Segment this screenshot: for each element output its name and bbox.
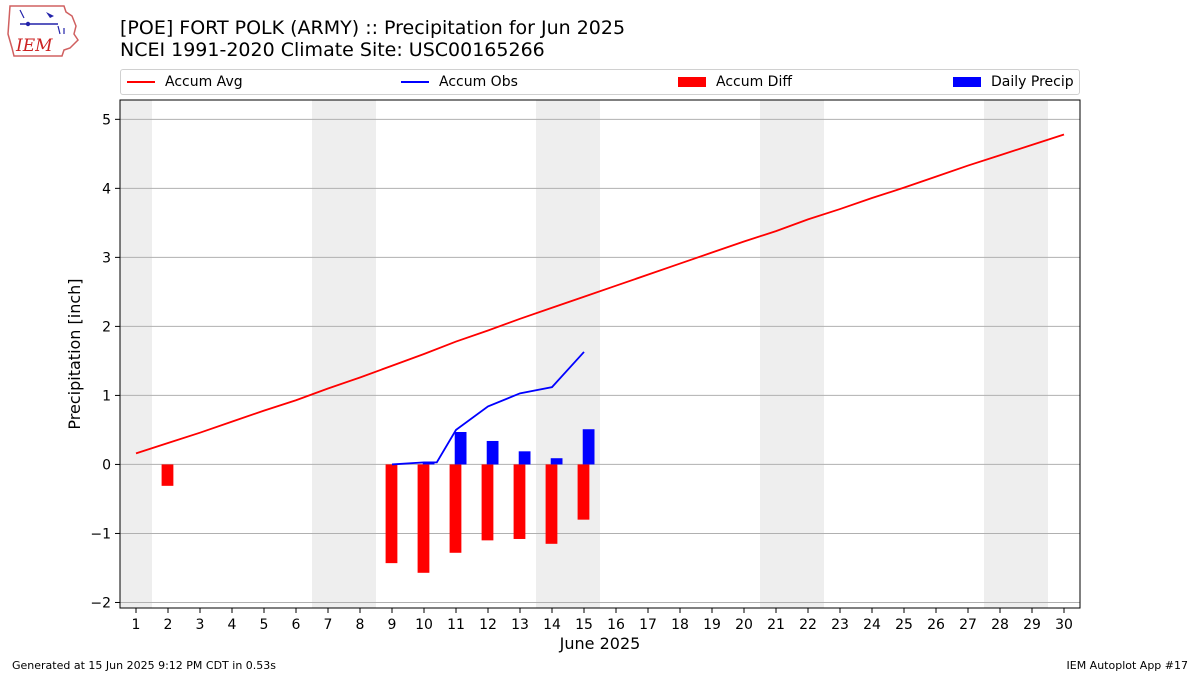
x-tick-label: 9	[388, 617, 397, 633]
legend-label: Accum Avg	[165, 74, 243, 90]
x-tick-label: 2	[164, 617, 173, 633]
accum-diff-bar	[417, 464, 430, 573]
accum-diff-bar	[513, 464, 526, 539]
accum-obs-line	[391, 351, 585, 466]
weekend-band	[984, 100, 1048, 608]
app-credit: IEM Autoplot App #17	[1066, 659, 1189, 672]
x-tick-label: 16	[607, 617, 625, 633]
y-tick-label: 3	[102, 250, 111, 266]
x-tick-label: 19	[703, 617, 721, 633]
x-tick-label: 14	[543, 617, 561, 633]
accum-diff-bar	[449, 464, 462, 553]
legend-label: Accum Diff	[716, 74, 793, 90]
x-tick-label: 12	[479, 617, 497, 633]
legend-item-accum-diff: Accum Diff	[678, 70, 792, 94]
iem-logo: IEM	[7, 5, 79, 57]
accum-diff-bar	[545, 464, 558, 544]
x-tick-label: 4	[228, 617, 237, 633]
legend-item-accum-avg: Accum Avg	[127, 70, 243, 94]
y-tick-label: 4	[102, 181, 111, 197]
x-tick-label: 18	[671, 617, 689, 633]
daily-precip-bar	[422, 462, 435, 465]
y-tick-label: 1	[102, 388, 111, 404]
y-tick-label: 0	[102, 457, 111, 473]
x-tick-label: 20	[735, 617, 753, 633]
x-tick-label: 3	[196, 617, 205, 633]
accum-diff-bar	[161, 464, 174, 486]
daily-precip-bar	[518, 451, 531, 465]
x-tick-label: 13	[511, 617, 529, 633]
x-tick-label: 25	[895, 617, 913, 633]
x-axis-label: June 2025	[559, 634, 641, 653]
y-tick-label: −2	[90, 595, 111, 611]
chart-title: [POE] FORT POLK (ARMY) :: Precipitation …	[120, 17, 626, 39]
x-tick-label: 7	[324, 617, 333, 633]
plot-frame	[119, 99, 1081, 609]
x-tick-label: 23	[831, 617, 849, 633]
chart-legend: Accum Avg Accum Obs Accum Diff Daily Pre…	[120, 69, 1080, 95]
x-tick-label: 28	[991, 617, 1009, 633]
legend-item-accum-obs: Accum Obs	[401, 70, 518, 94]
legend-label: Accum Obs	[439, 74, 518, 90]
chart-subtitle: NCEI 1991-2020 Climate Site: USC00165266	[120, 39, 545, 61]
accum-avg-line	[135, 133, 1065, 455]
weekend-band	[312, 100, 376, 608]
legend-item-daily-precip: Daily Precip	[953, 70, 1074, 94]
x-tick-label: 1	[132, 617, 141, 633]
x-tick-label: 15	[575, 617, 593, 633]
x-tick-label: 10	[415, 617, 433, 633]
daily-precip-bar	[582, 429, 595, 465]
accum-diff-bar	[577, 464, 590, 520]
y-tick-label: 2	[102, 319, 111, 335]
x-tick-label: 24	[863, 617, 881, 633]
y-tick-label: −1	[90, 526, 111, 542]
y-tick-label: 5	[102, 112, 111, 128]
x-tick-label: 8	[356, 617, 365, 633]
x-tick-label: 11	[447, 617, 465, 633]
legend-swatch	[401, 81, 429, 83]
x-tick-label: 6	[292, 617, 301, 633]
daily-precip-bar	[454, 431, 467, 465]
y-axis-label: Precipitation [inch]	[65, 278, 84, 429]
x-tick-label: 30	[1055, 617, 1073, 633]
weekend-band	[760, 100, 824, 608]
x-tick-label: 21	[767, 617, 785, 633]
weekend-band	[120, 100, 152, 608]
x-tick-label: 26	[927, 617, 945, 633]
x-tick-label: 5	[260, 617, 269, 633]
daily-precip-bar	[486, 440, 499, 465]
accum-diff-bar	[481, 464, 494, 541]
legend-swatch	[953, 77, 981, 87]
accum-diff-bar	[385, 464, 398, 564]
daily-precip-bar	[550, 458, 563, 465]
legend-swatch	[678, 77, 706, 87]
generated-timestamp: Generated at 15 Jun 2025 9:12 PM CDT in …	[12, 659, 277, 672]
legend-label: Daily Precip	[991, 74, 1074, 90]
svg-text:IEM: IEM	[15, 36, 53, 56]
legend-swatch	[127, 81, 155, 83]
x-tick-label: 17	[639, 617, 657, 633]
x-tick-label: 27	[959, 617, 977, 633]
x-tick-label: 22	[799, 617, 817, 633]
x-tick-label: 29	[1023, 617, 1041, 633]
